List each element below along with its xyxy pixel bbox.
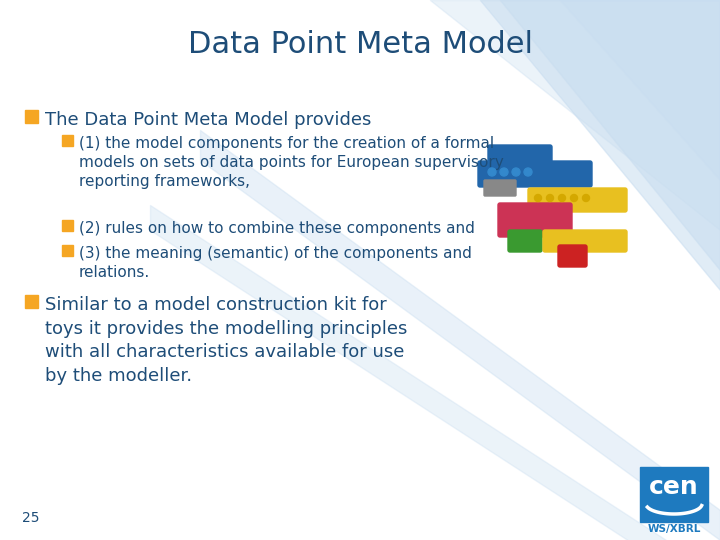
Circle shape (500, 168, 508, 176)
FancyBboxPatch shape (478, 161, 592, 187)
FancyBboxPatch shape (528, 188, 627, 212)
Circle shape (524, 168, 532, 176)
Bar (62, 220, 73, 231)
Text: Data Point Meta Model: Data Point Meta Model (187, 30, 533, 59)
Bar (62, 135, 73, 146)
Text: (2) rules on how to combine these components and: (2) rules on how to combine these compon… (79, 221, 475, 236)
Circle shape (546, 194, 554, 201)
Text: (3) the meaning (semantic) of the components and
relations.: (3) the meaning (semantic) of the compon… (79, 246, 472, 280)
Bar (640, 467, 708, 522)
FancyBboxPatch shape (558, 245, 587, 267)
FancyBboxPatch shape (543, 230, 627, 252)
FancyBboxPatch shape (484, 180, 516, 196)
Text: The Data Point Meta Model provides: The Data Point Meta Model provides (45, 111, 372, 129)
Text: (1) the model components for the creation of a formal
models on sets of data poi: (1) the model components for the creatio… (79, 136, 504, 190)
Circle shape (570, 194, 577, 201)
Circle shape (534, 194, 541, 201)
FancyBboxPatch shape (498, 203, 572, 237)
Bar (62, 245, 73, 256)
Text: 25: 25 (22, 511, 40, 525)
Circle shape (559, 194, 565, 201)
Bar (25, 110, 38, 123)
Circle shape (512, 168, 520, 176)
FancyBboxPatch shape (508, 230, 542, 252)
FancyBboxPatch shape (488, 145, 552, 167)
Text: Similar to a model construction kit for
toys it provides the modelling principle: Similar to a model construction kit for … (45, 296, 408, 385)
Text: cen: cen (649, 475, 699, 499)
Circle shape (488, 168, 496, 176)
Bar (25, 295, 38, 308)
Circle shape (582, 194, 590, 201)
Text: WS/XBRL: WS/XBRL (647, 524, 701, 534)
